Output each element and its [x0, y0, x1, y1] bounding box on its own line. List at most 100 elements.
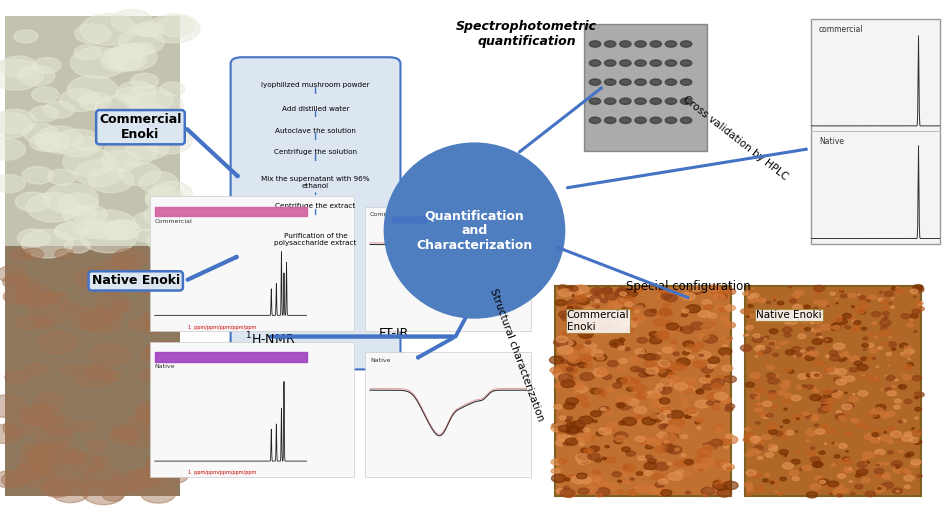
Circle shape	[749, 449, 759, 455]
Circle shape	[122, 426, 159, 447]
Circle shape	[877, 454, 881, 456]
Circle shape	[669, 411, 683, 419]
Circle shape	[579, 428, 586, 432]
Circle shape	[866, 343, 874, 347]
Circle shape	[891, 348, 896, 350]
Circle shape	[609, 317, 613, 320]
Circle shape	[899, 420, 902, 423]
Circle shape	[576, 438, 584, 442]
Circle shape	[763, 479, 769, 482]
Circle shape	[743, 437, 754, 443]
Circle shape	[119, 162, 161, 186]
Circle shape	[155, 350, 171, 359]
Circle shape	[688, 356, 694, 359]
Circle shape	[771, 480, 777, 484]
Circle shape	[695, 400, 709, 408]
Circle shape	[640, 369, 648, 373]
Circle shape	[574, 344, 585, 350]
Circle shape	[665, 41, 677, 47]
Circle shape	[598, 481, 607, 487]
Circle shape	[564, 487, 569, 489]
Circle shape	[555, 383, 564, 388]
Circle shape	[659, 386, 672, 394]
Circle shape	[551, 469, 560, 474]
Circle shape	[635, 414, 642, 419]
Circle shape	[815, 476, 823, 480]
Circle shape	[769, 342, 774, 346]
Text: Special configuration: Special configuration	[625, 280, 751, 293]
Circle shape	[656, 488, 669, 496]
Circle shape	[860, 297, 866, 301]
Circle shape	[15, 463, 46, 479]
Circle shape	[851, 306, 854, 307]
Circle shape	[755, 422, 760, 424]
Circle shape	[618, 480, 622, 482]
Circle shape	[772, 313, 775, 314]
Circle shape	[791, 395, 801, 401]
FancyBboxPatch shape	[365, 352, 531, 477]
Circle shape	[908, 358, 910, 359]
Circle shape	[740, 309, 750, 314]
Circle shape	[157, 16, 195, 37]
Circle shape	[770, 481, 774, 484]
Circle shape	[620, 292, 626, 296]
Circle shape	[716, 485, 722, 488]
Circle shape	[723, 481, 738, 490]
Circle shape	[884, 320, 887, 322]
Circle shape	[0, 471, 27, 488]
Circle shape	[648, 485, 661, 493]
Circle shape	[659, 360, 671, 367]
Circle shape	[79, 93, 111, 110]
Circle shape	[553, 339, 568, 347]
Circle shape	[813, 285, 825, 292]
Circle shape	[855, 474, 861, 477]
Circle shape	[41, 479, 73, 497]
Circle shape	[834, 461, 838, 463]
Circle shape	[878, 347, 883, 349]
Circle shape	[770, 329, 778, 333]
Circle shape	[570, 421, 585, 429]
Circle shape	[85, 367, 106, 378]
Circle shape	[670, 419, 684, 427]
Circle shape	[696, 390, 704, 394]
Circle shape	[612, 472, 622, 477]
Circle shape	[668, 373, 676, 377]
Circle shape	[568, 356, 581, 363]
Circle shape	[697, 463, 710, 470]
Circle shape	[872, 322, 877, 324]
Circle shape	[869, 333, 874, 336]
Circle shape	[662, 303, 670, 307]
Circle shape	[568, 304, 578, 310]
Circle shape	[754, 427, 756, 429]
Circle shape	[754, 408, 763, 412]
Circle shape	[26, 458, 47, 471]
Circle shape	[817, 313, 819, 314]
Circle shape	[139, 470, 158, 481]
Circle shape	[783, 420, 790, 423]
Circle shape	[621, 299, 624, 302]
Circle shape	[857, 364, 868, 370]
Circle shape	[746, 325, 754, 330]
Circle shape	[604, 425, 616, 432]
Circle shape	[754, 485, 765, 491]
Circle shape	[663, 445, 676, 452]
Circle shape	[792, 477, 799, 481]
Circle shape	[680, 41, 692, 47]
Circle shape	[750, 328, 753, 330]
Circle shape	[818, 407, 828, 413]
Circle shape	[711, 287, 726, 296]
Circle shape	[102, 46, 147, 70]
Circle shape	[901, 471, 904, 473]
Circle shape	[691, 286, 702, 292]
Circle shape	[818, 397, 828, 402]
Circle shape	[712, 384, 722, 390]
Circle shape	[550, 367, 561, 373]
Circle shape	[29, 133, 62, 151]
Circle shape	[561, 313, 576, 321]
Circle shape	[791, 459, 800, 464]
Circle shape	[777, 492, 783, 495]
Circle shape	[83, 481, 124, 505]
Circle shape	[131, 73, 158, 89]
Circle shape	[873, 428, 883, 433]
Circle shape	[144, 204, 185, 227]
